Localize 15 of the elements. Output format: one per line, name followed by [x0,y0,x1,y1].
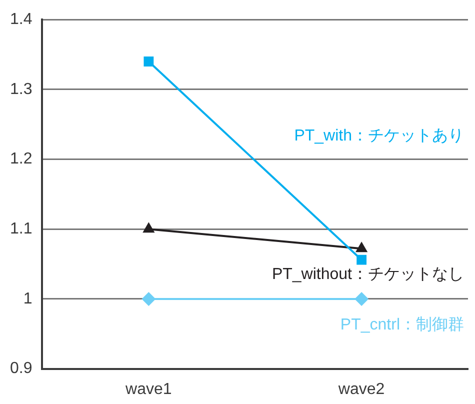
point [354,292,369,306]
y-tick-label: 1.4 [10,11,32,28]
point [142,292,156,306]
y-tick-label: 1.1 [10,220,32,238]
y-tick-label: 1.2 [10,150,32,168]
point [356,254,367,265]
y-tick-label: 0.9 [10,360,32,378]
text: PT_with：チケットあり [294,127,464,144]
series-label: PT_cntrl：制御群 [340,315,464,334]
y-tick-label: 1 [23,290,32,308]
y-tick-label: 1.3 [10,80,32,98]
x-tick-label: wave1 [124,380,172,398]
x-tick-label: wave2 [337,380,385,398]
point [144,56,154,66]
series-label: PT_without：チケットなし [272,266,464,284]
